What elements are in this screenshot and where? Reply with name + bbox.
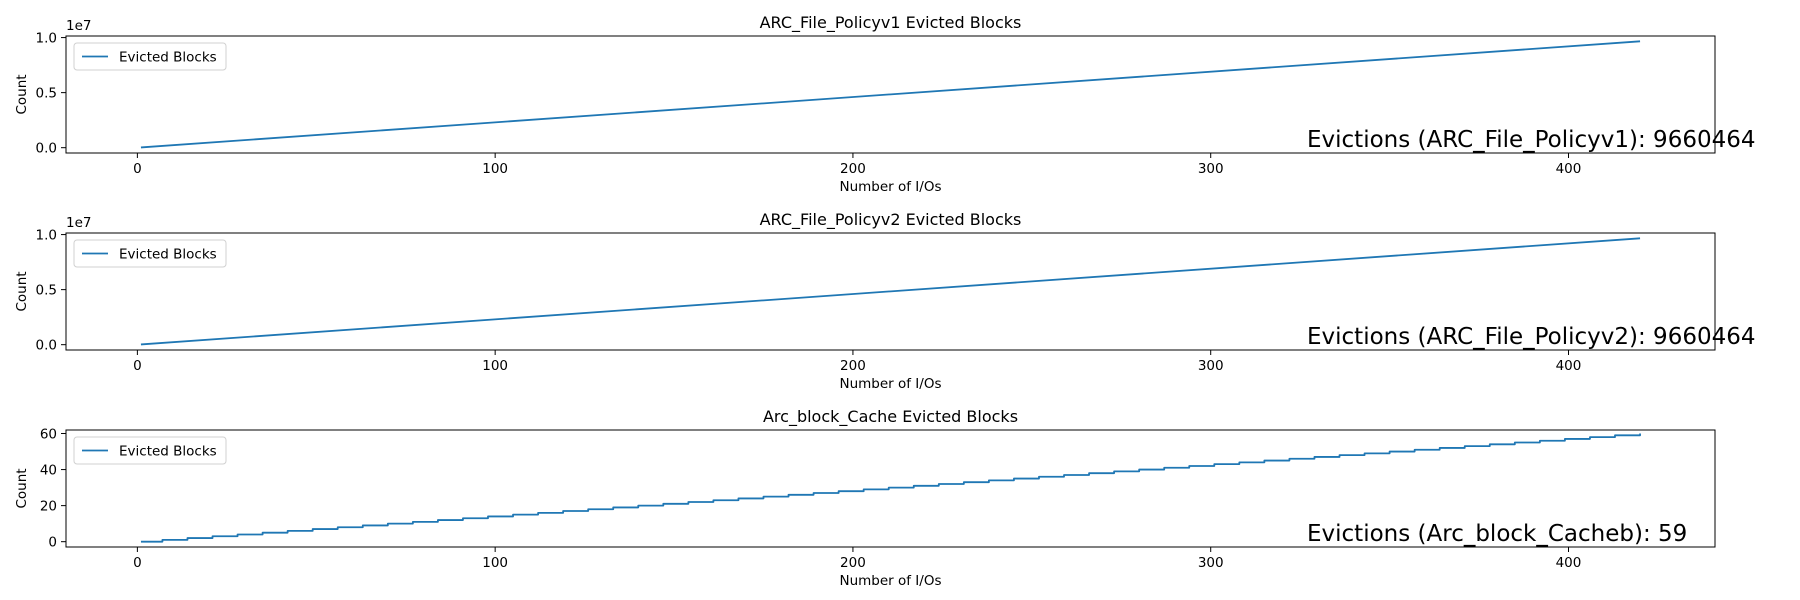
x-tick-label: 400 xyxy=(1556,358,1582,374)
y-tick-label: 0 xyxy=(48,535,57,551)
y-tick-label: 0.5 xyxy=(36,86,57,102)
x-tick-label: 200 xyxy=(840,358,866,374)
x-tick-label: 300 xyxy=(1198,555,1224,571)
x-tick-label: 0 xyxy=(133,161,142,177)
subplot-1: ARC_File_Policyv1 Evicted Blocks 0 100 200 3… xyxy=(14,13,1756,195)
y-offset-label: 1e7 xyxy=(66,18,91,34)
x-axis-label: Number of I/Os xyxy=(839,376,941,392)
x-tick-label: 300 xyxy=(1198,358,1224,374)
y-tick-label: 1.0 xyxy=(36,228,57,244)
y-axis-label: Count xyxy=(14,468,30,508)
x-tick-label: 300 xyxy=(1198,161,1224,177)
y-offset-label: 1e7 xyxy=(66,215,91,231)
x-tick-label: 100 xyxy=(482,555,508,571)
plot-frame xyxy=(65,429,1716,548)
legend-box xyxy=(73,436,227,465)
x-tick-label: 0 xyxy=(133,358,142,374)
legend: Evicted Blocks xyxy=(73,42,227,71)
legend-box xyxy=(73,239,227,268)
legend-entry-label: Evicted Blocks xyxy=(119,50,217,66)
legend-box xyxy=(73,42,227,71)
evictions-annotation: Evictions (Arc_block_Cacheb): 59 xyxy=(1307,521,1687,547)
x-tick-label: 400 xyxy=(1556,555,1582,571)
legend-entry-label: Evicted Blocks xyxy=(119,247,217,263)
plot-frame xyxy=(65,232,1716,351)
legend-entry-label: Evicted Blocks xyxy=(119,444,217,460)
y-tick-label: 20 xyxy=(40,499,57,515)
series-line-evicted-blocks xyxy=(140,237,1641,346)
y-tick-label: 1.0 xyxy=(36,31,57,47)
x-tick-label: 200 xyxy=(840,161,866,177)
chart-title: ARC_File_Policyv1 Evicted Blocks xyxy=(760,13,1022,33)
y-tick-label: 0.0 xyxy=(36,141,57,157)
y-axis-label: Count xyxy=(14,74,30,114)
chart-title: Arc_block_Cache Evicted Blocks xyxy=(763,407,1018,427)
x-axis-label: Number of I/Os xyxy=(839,179,941,195)
x-tick-label: 100 xyxy=(482,161,508,177)
x-axis-label: Number of I/Os xyxy=(839,573,941,589)
evictions-annotation: Evictions (ARC_File_Policyv1): 9660464 xyxy=(1307,127,1756,153)
subplot-2: ARC_File_Policyv2 Evicted Blocks 0 100 200 3… xyxy=(14,210,1756,392)
x-tick-label: 100 xyxy=(482,358,508,374)
plot-frame xyxy=(65,35,1716,154)
chart-title: ARC_File_Policyv2 Evicted Blocks xyxy=(760,210,1022,230)
evictions-annotation: Evictions (ARC_File_Policyv2): 9660464 xyxy=(1307,324,1756,350)
series-line-evicted-blocks xyxy=(140,433,1641,543)
legend: Evicted Blocks xyxy=(73,239,227,268)
y-tick-label: 0.5 xyxy=(36,283,57,299)
y-tick-label: 60 xyxy=(40,427,57,443)
y-tick-label: 0.0 xyxy=(36,338,57,354)
y-axis-label: Count xyxy=(14,271,30,311)
legend: Evicted Blocks xyxy=(73,436,227,465)
x-tick-label: 200 xyxy=(840,555,866,571)
x-tick-label: 400 xyxy=(1556,161,1582,177)
x-tick-label: 0 xyxy=(133,555,142,571)
series-line-evicted-blocks xyxy=(140,40,1641,149)
y-tick-label: 40 xyxy=(40,463,57,479)
